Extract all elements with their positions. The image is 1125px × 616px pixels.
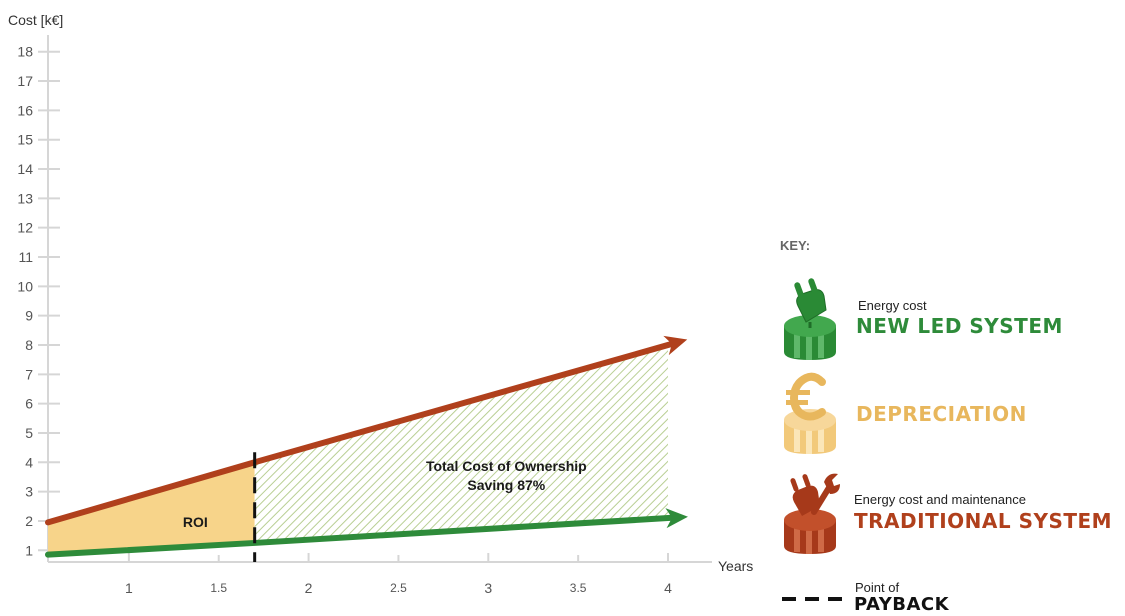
key-item-payback: Point of PAYBACK [780,576,1110,616]
key-item-new-led-system: Energy cost NEW LED SYSTEM [780,276,1110,366]
tco-saving-label: Saving 87% [467,477,545,493]
key-item-traditional-system: Energy cost and maintenance TRADITIONAL … [780,468,1120,558]
key-item-depreciation: DEPRECIATION [780,372,1110,462]
y-tick-label: 13 [17,190,33,206]
x-tick-label: 2.5 [390,581,407,595]
y-tick-label: 7 [25,366,33,382]
y-axis-title: Cost [k€] [8,12,63,28]
y-tick-label: 11 [18,249,33,265]
key-payback-small: Point of [855,580,900,595]
y-tick-label: 17 [17,73,33,89]
dashed-line-icon [782,597,850,601]
x-tick-label: 1 [125,580,133,596]
x-ticks: 1 2 3 4 1.5 2.5 3.5 [125,553,672,596]
key-traditional-small: Energy cost and maintenance [854,492,1026,507]
key-payback-big: PAYBACK [854,594,950,615]
y-tick-label: 2 [25,513,33,529]
y-tick-label: 5 [25,425,33,441]
plug-icon [784,278,836,360]
x-tick-label: 3.5 [570,581,587,595]
y-tick-label: 3 [25,484,33,500]
x-tick-label: 1.5 [210,581,227,595]
series-arrowhead-traditional-system [663,335,688,356]
y-tick-label: 14 [17,161,33,177]
x-axis-title: Years [718,558,753,574]
series-arrowhead-new-led-system [665,508,688,529]
key-led-big: NEW LED SYSTEM [856,314,1063,338]
y-tick-label: 9 [25,308,33,324]
x-tick-label: 3 [484,580,492,596]
y-tick-label: 12 [17,220,33,236]
key-led-small: Energy cost [858,298,927,313]
tco-saving-area [254,344,668,543]
key-depreciation-big: DEPRECIATION [856,402,1027,426]
y-tick-label: 10 [17,278,33,294]
key-traditional-big: TRADITIONAL SYSTEM [854,509,1113,533]
x-axis: 1 2 3 4 1.5 2.5 3.5 Years [48,553,753,596]
roi-label: ROI [183,514,208,530]
y-tick-label: 1 [25,542,33,558]
plot-areas [48,344,668,555]
y-tick-label: 6 [25,396,33,412]
tco-label: Total Cost of Ownership [426,458,587,474]
roi-area [48,462,255,555]
x-tick-label: 2 [305,580,313,596]
y-tick-label: 18 [17,44,33,60]
y-tick-label: 16 [17,102,33,118]
y-tick-label: 8 [25,337,33,353]
euro-icon [784,372,836,454]
y-tick-label: 4 [25,454,33,470]
x-tick-label: 4 [664,580,672,596]
y-tick-label: 15 [17,132,33,148]
key-title: KEY: [780,238,811,253]
plug-wrench-icon [784,473,840,554]
